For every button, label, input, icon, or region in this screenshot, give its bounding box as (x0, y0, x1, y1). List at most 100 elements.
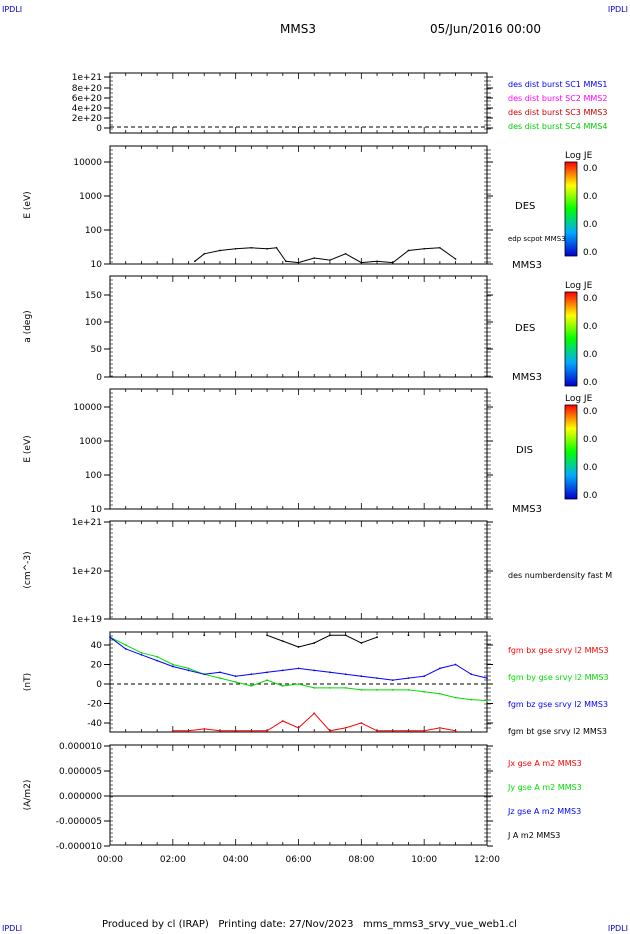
desE-colorbar-tick: 0.0 (583, 220, 598, 230)
disE-colorbar-tick: 0.0 (583, 463, 598, 473)
current-ytick-label: -0.000005 (56, 817, 102, 827)
fgm-series-point (360, 688, 363, 691)
fgm-series-point (234, 729, 237, 732)
desA-colorbar-tick: 0.0 (583, 294, 598, 304)
fgm-series-point (156, 659, 159, 662)
xaxis-tick-label: 02:00 (160, 855, 186, 865)
fgm-series-point (297, 726, 300, 729)
date-title: 05/Jun/2016 00:00 (430, 22, 542, 36)
des-energy-scpot-point (439, 246, 441, 249)
fgm-series-point (376, 688, 378, 691)
des-pitch-ytick-label: 100 (85, 318, 102, 328)
xaxis-tick-label: 04:00 (223, 855, 249, 865)
des-energy-scpot-point (234, 247, 237, 250)
des-energy-ytick-label: 1000 (79, 192, 102, 202)
dis-energy-ytick-label: 10 (91, 505, 103, 515)
burst-ytick-label: 2e+20 (72, 114, 103, 124)
fgm-series-point (124, 644, 127, 646)
current-ytick-label: 0.000010 (59, 742, 102, 752)
fgm-ytick-label: -20 (87, 700, 102, 710)
current-series-point (360, 795, 363, 797)
burst-ytick-label: 1e+21 (72, 73, 102, 83)
fgm-ylabel: (nT) (23, 673, 33, 691)
dis-energy-frame (109, 388, 488, 510)
des-energy-scpot-point (344, 252, 347, 255)
fgm-series-point (140, 651, 143, 654)
fgm-legend-entry: fgm by gse srvy l2 MMS3 (508, 673, 609, 682)
fgm-series-point (297, 683, 300, 685)
disE-colorbar-tick: 0.0 (583, 491, 598, 501)
desE-colorbar-title: Log JE (565, 151, 593, 161)
fgm-series-point (407, 729, 410, 732)
des-energy-scpot-point (250, 246, 253, 249)
fgm-series-point (376, 677, 378, 680)
xaxis-tick-label: 10:00 (411, 855, 437, 865)
fgm-series-point (376, 636, 378, 639)
fgm-legend-entry: fgm bx gse srvy l2 MMS3 (508, 646, 609, 655)
fgm-series-point (124, 648, 127, 650)
fgm-series-point (219, 729, 221, 732)
fgm-series-point (438, 692, 441, 695)
fgm-series-point (171, 729, 174, 732)
fgm-series-point (266, 671, 268, 674)
burst-legend-entry: des dist burst SC4 MMS4 (508, 122, 607, 131)
current-legend-entry: Jx gse A m2 MMS3 (507, 759, 582, 768)
des-pitch-label: DES (515, 323, 535, 334)
current-frame (109, 744, 488, 846)
fgm-series-point (281, 669, 284, 672)
desA-colorbar-tick: 0.0 (583, 322, 598, 332)
fgm-series-point (250, 673, 253, 676)
current-series-point (423, 795, 425, 797)
fgm-series-point (344, 634, 347, 637)
fgm-series-point (250, 729, 253, 732)
fgm-series-point (266, 679, 268, 681)
des-energy-frame (109, 145, 488, 265)
des-energy-scpot-point (313, 257, 316, 259)
fgm-series-point (454, 663, 457, 666)
disE-colorbar-title: Log JE (565, 394, 593, 404)
fgm-series-point (171, 665, 174, 668)
des-energy-scpot-point (219, 249, 221, 252)
dis-energy-ytick-label: 100 (85, 471, 102, 481)
fgm-series-point (470, 698, 473, 701)
fgm-series-point (234, 675, 237, 678)
fgm-series-point (313, 712, 316, 715)
density-ylabel: (cm^-3) (23, 551, 33, 588)
desA-colorbar (564, 291, 578, 387)
dis-energy-ytick-label: 1000 (79, 437, 102, 447)
fgm-series-line (109, 636, 488, 681)
fgm-series-point (344, 673, 347, 676)
current-legend-entry: Jz gse A m2 MMS3 (507, 807, 581, 816)
fgm-series-point (281, 640, 284, 642)
des-pitch-ytick-label: 50 (91, 345, 103, 355)
footer-text: Produced by cl (IRAP) Printing date: 27/… (102, 919, 517, 930)
fgm-series-point (234, 681, 237, 683)
fgm-series-point (187, 667, 190, 670)
current-ylabel: (A/m2) (23, 780, 33, 811)
des-energy-scpot-point (266, 247, 268, 250)
fgm-series-point (329, 634, 331, 637)
fgm-series-point (376, 729, 378, 732)
disE-colorbar (564, 404, 578, 500)
fgm-series-point (407, 634, 410, 637)
fgm-legend-entry: fgm bt gse srvy l2 MMS3 (508, 727, 607, 736)
fgm-ytick-label: -40 (87, 719, 102, 729)
fgm-series-point (313, 669, 316, 672)
des-energy-scpot-point (376, 260, 378, 263)
des-energy-scpot-point (360, 261, 363, 264)
disE-colorbar-tick: 0.0 (583, 407, 598, 417)
fgm-series-point (203, 727, 206, 730)
fgm-series-point (219, 677, 221, 680)
desE-colorbar (564, 161, 578, 257)
fgm-series-point (250, 685, 253, 687)
xaxis-tick-label: 12:00 (474, 855, 500, 865)
fgm-series-point (297, 667, 300, 670)
fgm-series-point (203, 673, 206, 676)
fgm-series-point (203, 634, 206, 637)
burst-legend-entry: des dist burst SC3 MMS3 (508, 108, 607, 117)
burst-ytick-label: 6e+20 (72, 94, 103, 104)
des-pitch-frame (109, 275, 488, 378)
fgm-series-point (329, 729, 331, 732)
current-ytick-label: 0.000000 (59, 792, 102, 802)
fgm-series-point (438, 726, 441, 729)
